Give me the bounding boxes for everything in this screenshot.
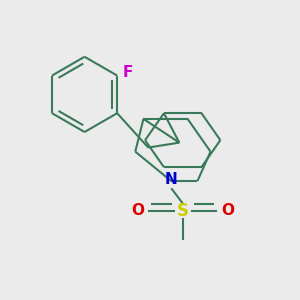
Text: O: O [221,203,234,218]
Text: N: N [165,172,178,187]
Text: F: F [123,65,134,80]
Text: O: O [131,203,144,218]
Text: S: S [177,202,189,220]
